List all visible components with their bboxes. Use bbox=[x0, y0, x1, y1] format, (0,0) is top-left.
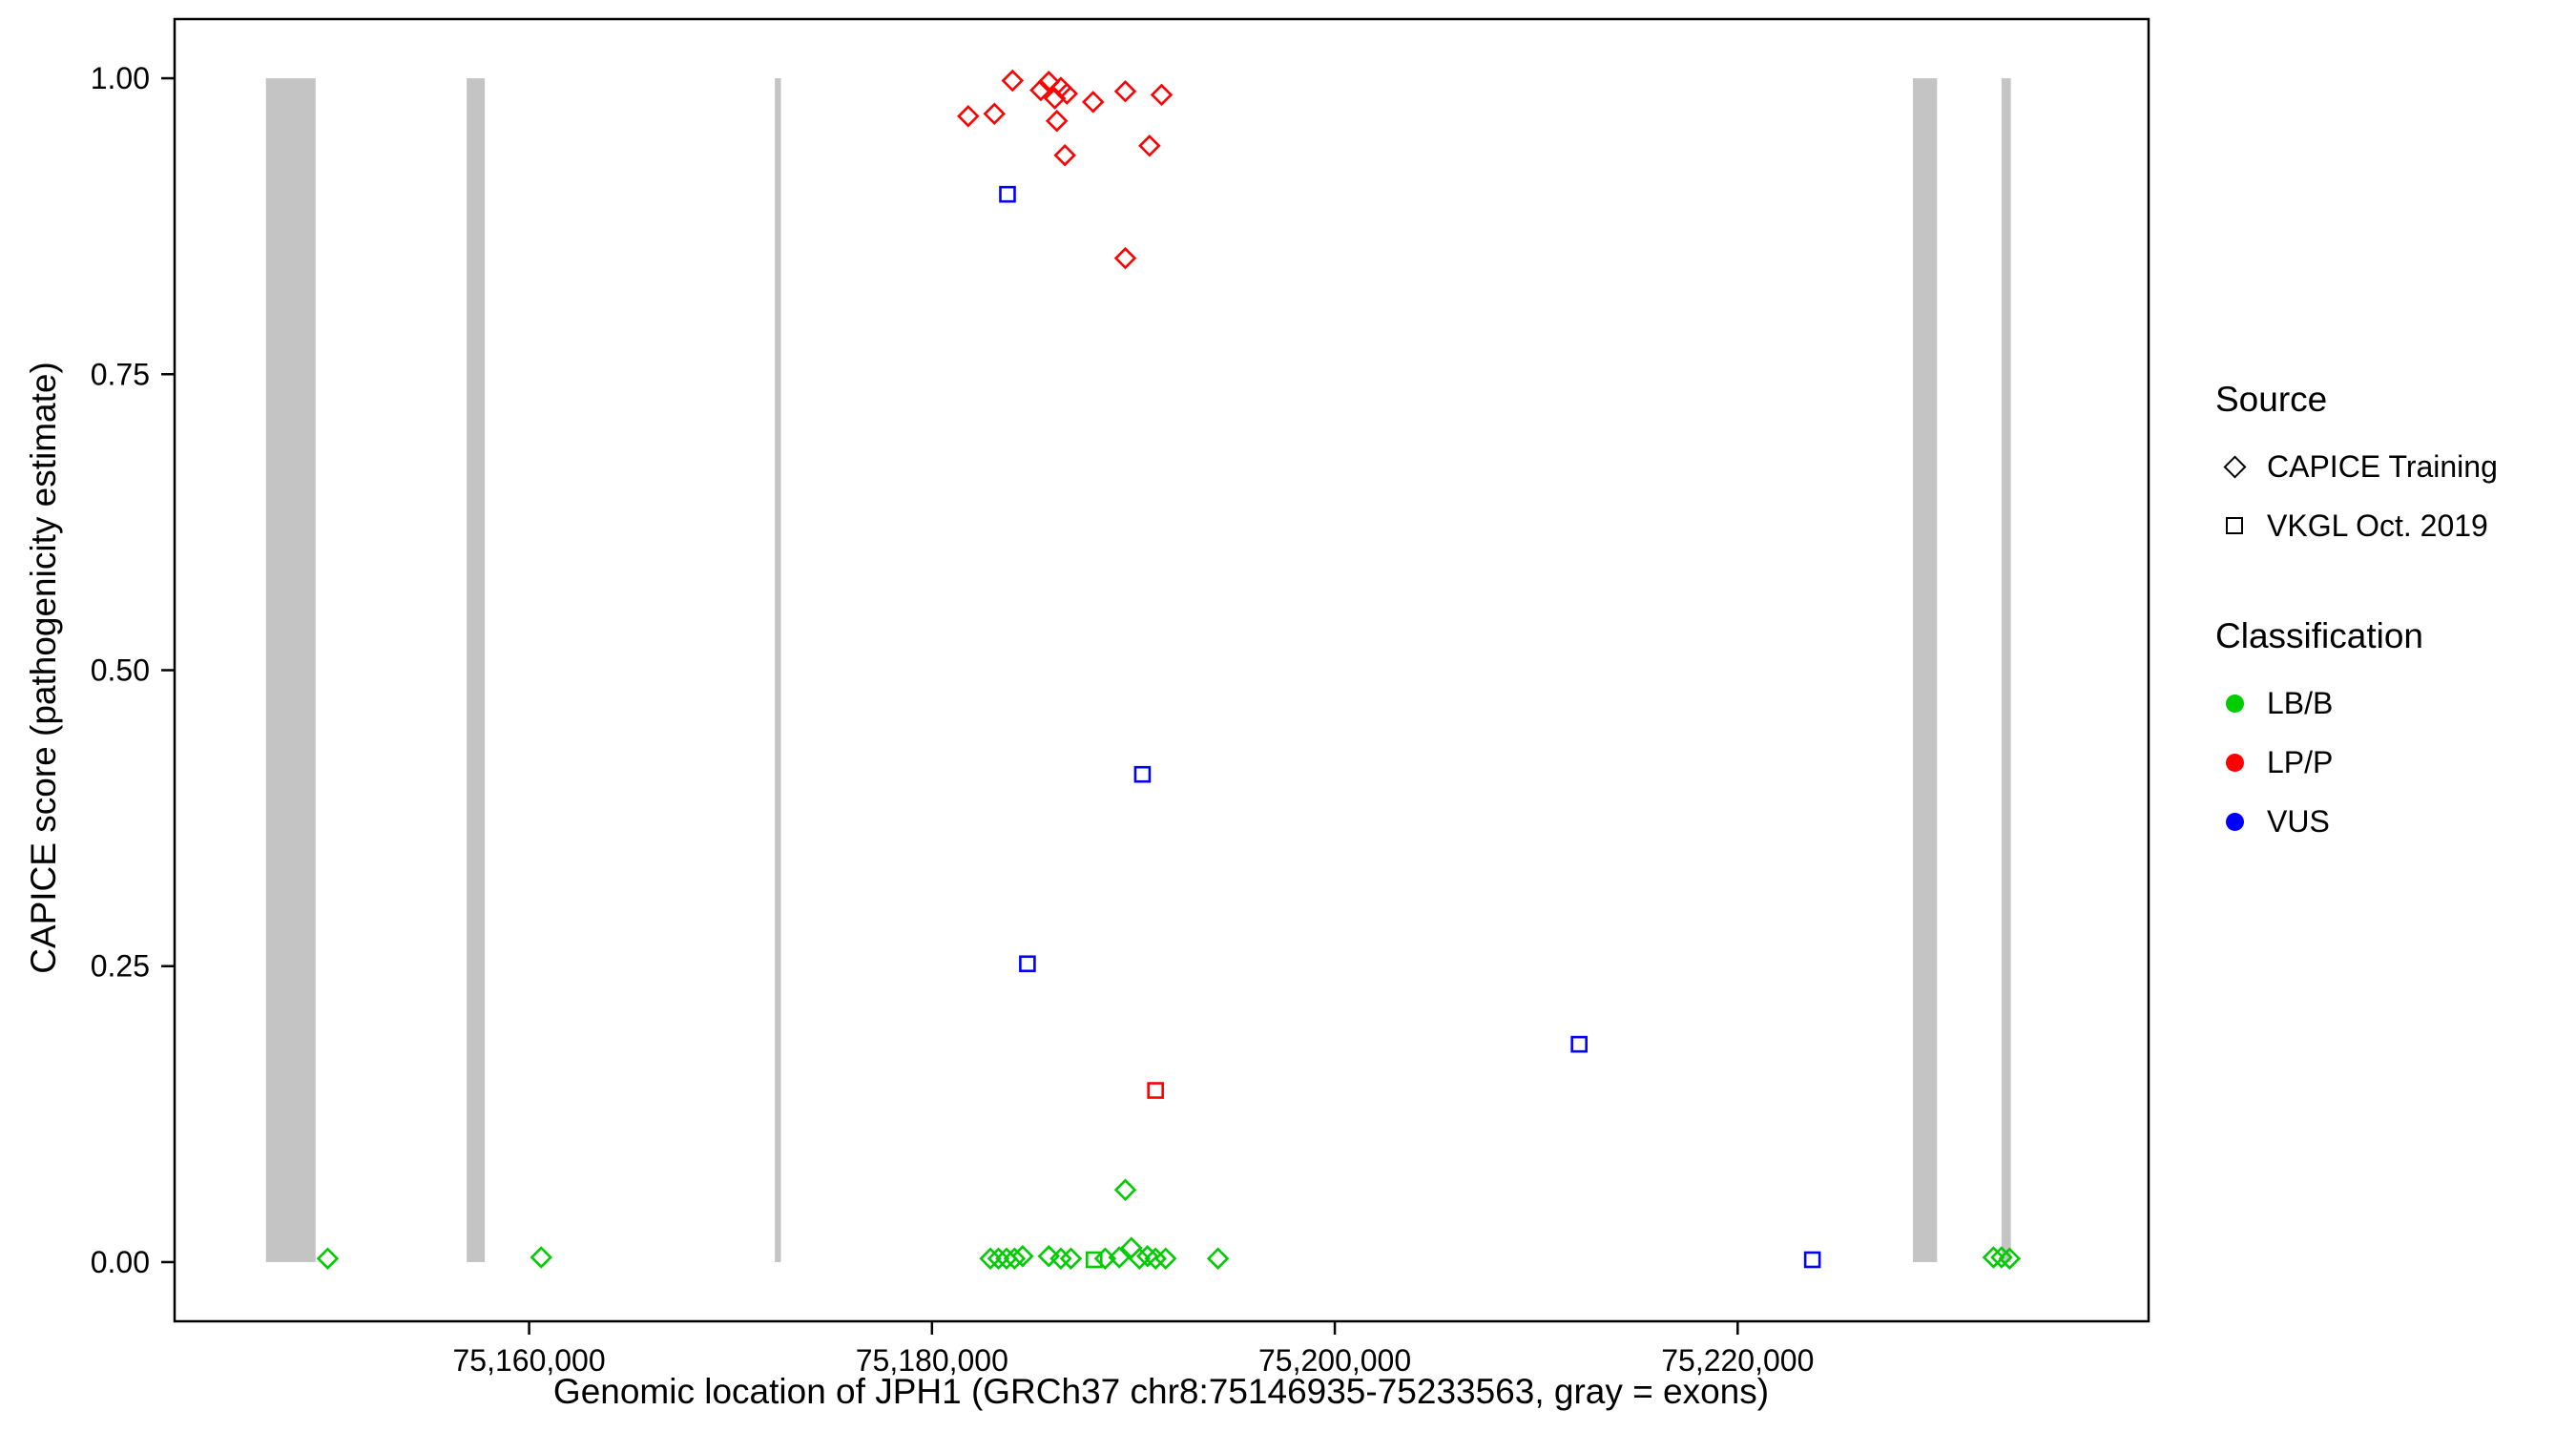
data-point bbox=[1059, 1247, 1083, 1270]
data-point bbox=[1113, 1178, 1137, 1201]
legend-item-vus: VUS bbox=[2215, 799, 2498, 843]
red-circle-icon bbox=[2225, 753, 2244, 772]
data-point bbox=[1029, 78, 1052, 102]
exon-bar bbox=[1912, 78, 1938, 1262]
legend-item-capice-training: CAPICE Training bbox=[2215, 445, 2498, 488]
swatch-cell bbox=[2215, 753, 2254, 772]
data-point bbox=[1081, 91, 1105, 114]
data-point bbox=[1043, 87, 1067, 110]
blue-circle-icon bbox=[2225, 812, 2244, 831]
data-point bbox=[1001, 69, 1025, 93]
green-circle-icon bbox=[2225, 694, 2244, 713]
y-tick-label: 0.25 bbox=[91, 949, 150, 984]
data-point bbox=[1570, 1035, 1588, 1053]
exon-bar bbox=[265, 78, 316, 1262]
x-tick-label: 75,220,000 bbox=[1661, 1343, 1814, 1378]
data-point bbox=[1108, 1246, 1131, 1269]
legend-source-title: Source bbox=[2215, 380, 2328, 419]
data-point bbox=[1113, 246, 1137, 270]
data-point bbox=[1206, 1247, 1230, 1270]
y-tick-label: 0.00 bbox=[91, 1245, 150, 1279]
data-point bbox=[1055, 82, 1079, 105]
data-point bbox=[957, 105, 980, 128]
data-point bbox=[1011, 1245, 1034, 1268]
x-axis-title: Genomic location of JPH1 (GRCh37 chr8:75… bbox=[552, 1372, 1770, 1411]
data-point bbox=[1803, 1251, 1821, 1269]
legend-group-classification: Classification LB/B LP/P VUS bbox=[2215, 616, 2498, 843]
diamond-icon bbox=[2222, 454, 2247, 479]
data-point bbox=[1053, 143, 1076, 167]
data-point bbox=[983, 102, 1007, 126]
data-point bbox=[1138, 135, 1161, 157]
swatch-cell bbox=[2215, 694, 2254, 713]
legend-item-label: VKGL Oct. 2019 bbox=[2267, 508, 2488, 543]
legend-item-label: LP/P bbox=[2267, 744, 2334, 779]
data-point bbox=[1019, 955, 1036, 973]
legend-group-source: Source CAPICE Training VKGL Oct. 2019 bbox=[2215, 380, 2498, 548]
exon-bar bbox=[467, 78, 486, 1262]
data-point bbox=[1153, 1247, 1177, 1270]
x-tick-label: 75,200,000 bbox=[1258, 1343, 1411, 1378]
data-point bbox=[1133, 765, 1152, 783]
x-tick-label: 75,180,000 bbox=[856, 1343, 1008, 1378]
swatch-cell bbox=[2215, 454, 2254, 479]
data-point bbox=[1045, 109, 1069, 133]
data-point bbox=[316, 1247, 340, 1270]
legend-item-lpp: LP/P bbox=[2215, 740, 2498, 784]
legend-item-label: LB/B bbox=[2267, 685, 2334, 720]
data-point bbox=[1147, 1082, 1164, 1099]
legend-item-label: VUS bbox=[2267, 803, 2330, 839]
y-tick-label: 0.75 bbox=[91, 357, 150, 391]
legend-item-vkgl: VKGL Oct. 2019 bbox=[2215, 504, 2498, 548]
legend-item-lbb: LB/B bbox=[2215, 681, 2498, 725]
exon-bar bbox=[2001, 78, 2011, 1262]
square-icon bbox=[2226, 517, 2243, 534]
exon-bar bbox=[775, 78, 781, 1262]
data-point bbox=[530, 1246, 552, 1269]
swatch-cell bbox=[2215, 812, 2254, 831]
legend: Source CAPICE Training VKGL Oct. 2019 Cl… bbox=[2215, 380, 2498, 859]
data-point bbox=[1085, 1251, 1103, 1269]
y-axis-title: CAPICE score (pathogenicity estimate) bbox=[24, 362, 63, 974]
y-tick-label: 0.50 bbox=[91, 653, 150, 688]
legend-classification-title: Classification bbox=[2215, 616, 2423, 655]
legend-item-label: CAPICE Training bbox=[2267, 448, 2498, 484]
data-point bbox=[1998, 1247, 2022, 1270]
y-tick-label: 1.00 bbox=[91, 61, 150, 95]
data-point bbox=[1049, 76, 1072, 99]
data-point bbox=[1113, 79, 1137, 103]
x-tick-label: 75,160,000 bbox=[452, 1343, 605, 1378]
swatch-cell bbox=[2215, 517, 2254, 534]
data-point bbox=[1150, 83, 1174, 107]
data-point bbox=[999, 185, 1016, 203]
